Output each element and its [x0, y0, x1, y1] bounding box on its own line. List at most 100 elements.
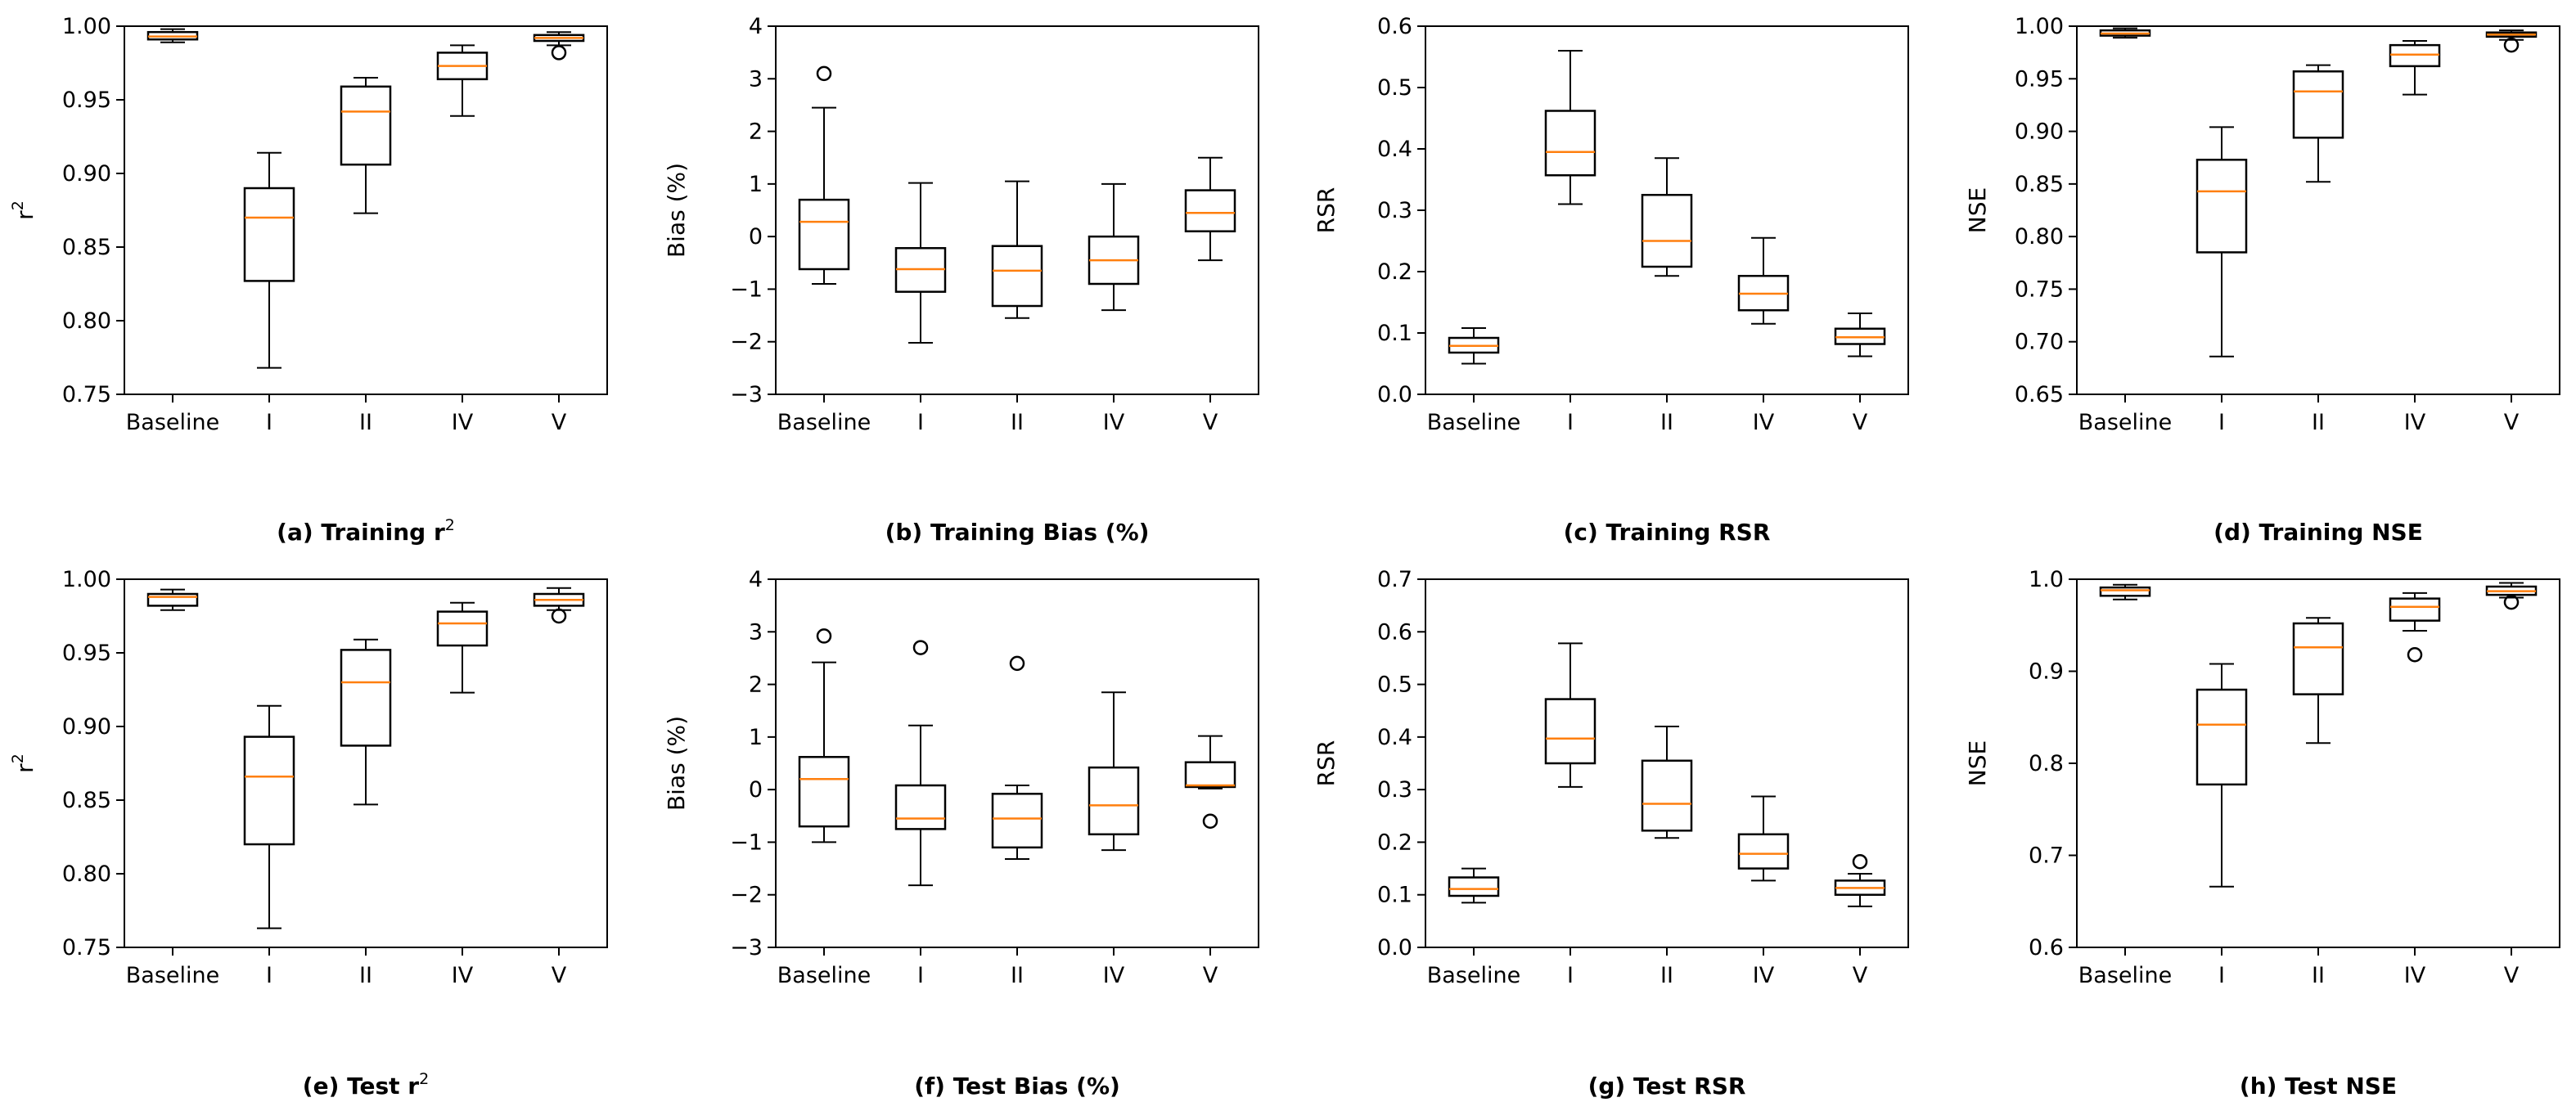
y-axis-label: RSR	[1313, 740, 1340, 787]
x-tick-label: V	[1203, 963, 1218, 988]
subplot-caption: (d) Training NSE	[2213, 519, 2423, 546]
x-tick-label: V	[552, 410, 567, 435]
y-axis-label: NSE	[1964, 740, 1991, 786]
iqr-box	[340, 649, 392, 747]
box-iv	[2389, 591, 2441, 663]
y-tick-label: 0.2	[1377, 830, 1412, 855]
y-tick-label: 0.65	[2015, 382, 2064, 407]
x-tick-label: II	[359, 963, 372, 988]
box-baseline	[2099, 583, 2151, 600]
iqr-box	[2195, 159, 2248, 254]
iqr-box	[991, 245, 1043, 308]
iqr-box	[2195, 688, 2248, 786]
box-i	[243, 151, 295, 369]
y-tick-label: 0	[749, 224, 763, 250]
y-tick-label: 0.0	[1377, 935, 1412, 960]
x-tick-label: Baseline	[2078, 963, 2172, 988]
iqr-box	[1184, 761, 1236, 789]
y-tick-label: 0.3	[1377, 198, 1412, 223]
y-tick-label: 0.5	[1377, 75, 1412, 101]
box-ii	[2292, 64, 2344, 183]
y-tick-label: −1	[730, 277, 763, 302]
iqr-box	[2389, 43, 2441, 68]
box-ii	[2292, 617, 2344, 744]
box-v	[2485, 29, 2538, 53]
box-iv	[436, 44, 489, 117]
y-tick-label: 0.80	[62, 861, 111, 887]
box-i	[1544, 642, 1596, 788]
box-baseline	[2099, 27, 2151, 39]
y-tick-label: 0.90	[2015, 119, 2064, 145]
x-tick-label: IV	[1103, 963, 1125, 988]
iqr-box	[2292, 70, 2344, 139]
y-tick-label: 0.75	[2015, 277, 2064, 302]
box-ii	[1641, 726, 1693, 839]
x-tick-label: II	[2312, 963, 2325, 988]
y-tick-label: 3	[749, 66, 763, 92]
x-tick-label: II	[2312, 410, 2325, 435]
iqr-box	[146, 592, 199, 607]
x-tick-label: V	[1203, 410, 1218, 435]
x-tick-label: IV	[1753, 410, 1775, 435]
y-tick-label: 0.95	[62, 641, 111, 666]
y-tick-label: 0.7	[1377, 567, 1412, 592]
iqr-box	[1184, 189, 1236, 232]
iqr-box	[1544, 698, 1596, 765]
caption-text: (g) Test RSR	[1588, 1073, 1746, 1100]
y-tick-label: 2	[749, 119, 763, 145]
iqr-box	[243, 735, 295, 846]
y-tick-label: 0.2	[1377, 259, 1412, 285]
y-tick-label: 1	[749, 172, 763, 197]
y-axis-label-sup: 2	[9, 200, 27, 210]
y-tick-label: 1.00	[2015, 14, 2064, 39]
box-baseline	[1448, 327, 1500, 365]
x-tick-label: IV	[452, 410, 474, 435]
iqr-box	[436, 610, 489, 647]
box-iv	[2389, 40, 2441, 96]
y-axis-label: r2	[9, 753, 38, 773]
caption-text: (b) Training Bias (%)	[885, 519, 1150, 546]
x-tick-label: II	[359, 410, 372, 435]
y-tick-label: 3	[749, 619, 763, 645]
y-tick-label: 0.6	[2029, 935, 2064, 960]
caption-text: (f) Test Bias (%)	[914, 1073, 1120, 1100]
x-tick-label: II	[1011, 410, 1024, 435]
box-v	[1184, 735, 1236, 829]
x-tick-label: II	[1011, 963, 1024, 988]
box-iv	[1088, 182, 1140, 312]
x-tick-label: II	[1660, 963, 1673, 988]
y-tick-label: 0.1	[1377, 321, 1412, 346]
y-tick-label: 0.8	[2029, 751, 2064, 776]
y-tick-label: 0.6	[1377, 619, 1412, 645]
y-tick-label: 0.6	[1377, 14, 1412, 39]
box-baseline	[146, 588, 199, 611]
y-tick-label: 1.00	[62, 567, 111, 592]
box-ii	[1641, 157, 1693, 277]
x-tick-label: V	[552, 963, 567, 988]
x-tick-label: V	[2504, 410, 2520, 435]
box-v	[533, 31, 585, 61]
y-tick-label: 0.90	[62, 161, 111, 187]
box-iv	[1737, 795, 1790, 882]
iqr-box	[894, 784, 947, 830]
x-tick-label: I	[266, 963, 272, 988]
x-tick-label: II	[1660, 410, 1673, 435]
y-axis-label: r2	[9, 200, 38, 220]
y-tick-label: 0.75	[62, 382, 111, 407]
y-tick-label: 0.85	[62, 788, 111, 813]
subplot-caption: (a) Training r2	[277, 516, 455, 546]
y-tick-label: 0.75	[62, 935, 111, 960]
y-axis-label-text: RSR	[1313, 187, 1340, 234]
subplot-caption: (e) Test r2	[303, 1070, 429, 1100]
y-tick-label: 0.7	[2029, 843, 2064, 869]
x-tick-label: IV	[2404, 963, 2426, 988]
y-tick-label: 1.0	[2029, 567, 2064, 592]
box-ii	[340, 77, 392, 214]
y-axis-label-text: Bias (%)	[663, 163, 690, 258]
